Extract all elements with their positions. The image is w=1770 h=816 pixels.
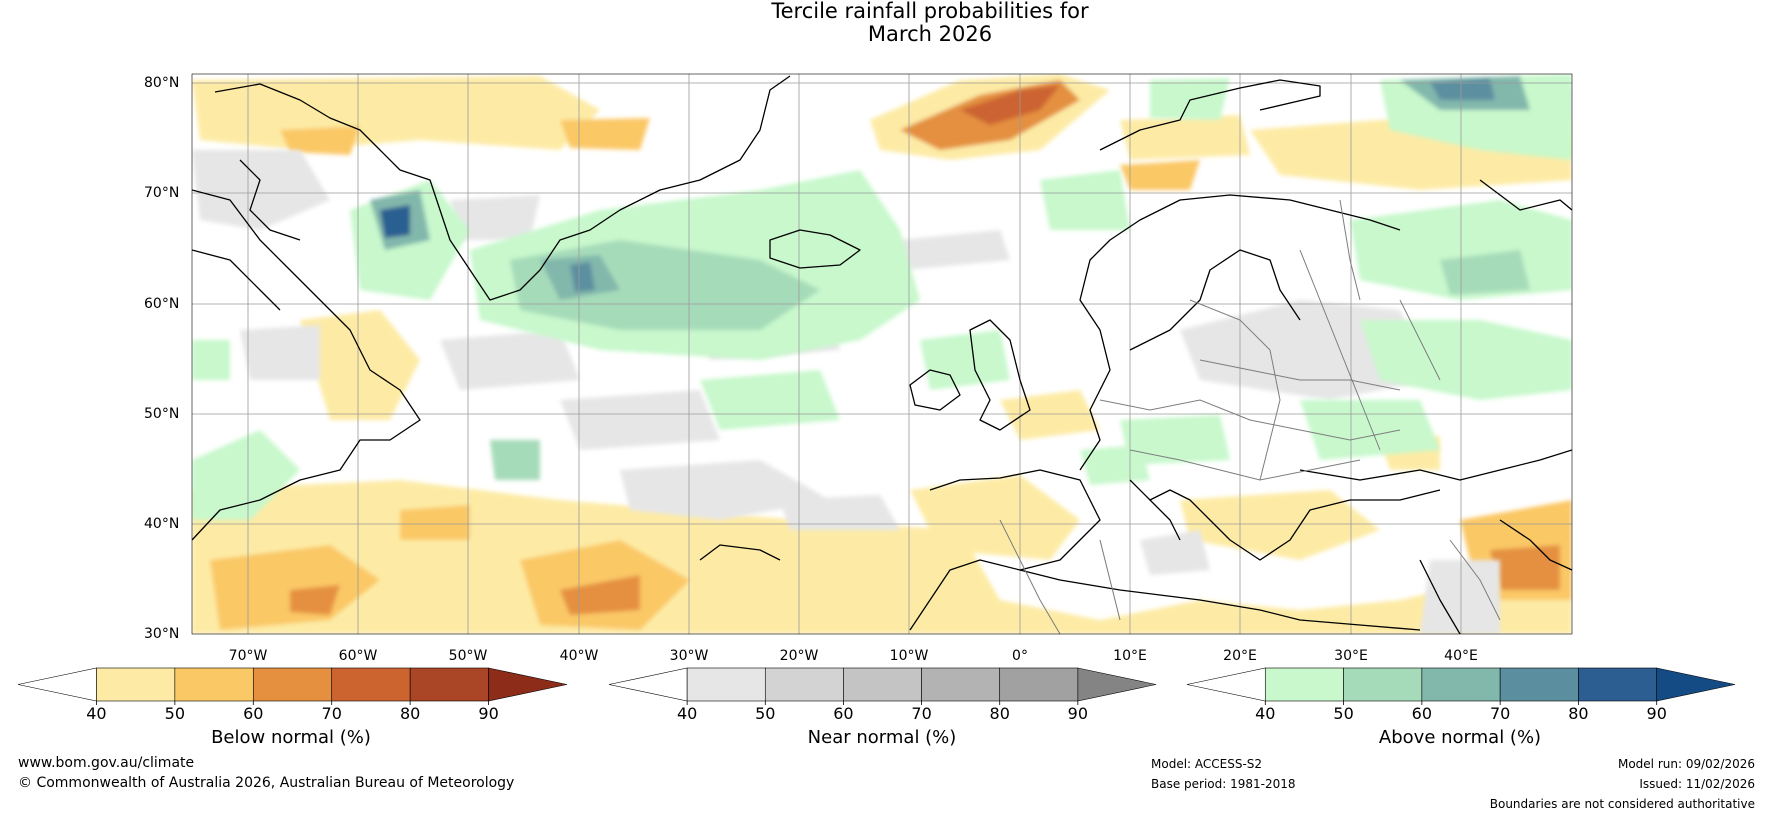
footer-model-run: Model run: 09/02/2026	[1617, 757, 1755, 771]
footer-model: Model: ACCESS-S2	[1151, 757, 1263, 771]
colorbar-near-swatch-5	[999, 667, 1079, 702]
colorbar-above-swatch-2	[1343, 667, 1423, 702]
footer-website: www.bom.gov.au/climate	[18, 755, 195, 771]
lon-label-60w: 60°W	[338, 648, 378, 664]
colorbar-label-above: Above normal (%)	[1378, 727, 1542, 748]
colorbar-near-swatch-0	[608, 667, 688, 702]
colorbar-above-tick-label-2: 60	[1412, 704, 1432, 723]
graticule	[192, 74, 1572, 634]
colorbar-below-tick-label-4: 80	[400, 704, 420, 723]
colorbar-label-near: Near normal (%)	[807, 727, 957, 748]
lon-label-20w: 20°W	[779, 648, 819, 664]
colorbar-near: 40 50 60 70 80 90	[608, 667, 1157, 723]
colorbar-near-swatch-3	[843, 667, 922, 702]
colorbar-above-swatch-4	[1499, 667, 1579, 702]
colorbar-near-tick-label-3: 70	[911, 704, 931, 723]
colorbar-label-below: Below normal (%)	[211, 727, 371, 748]
lon-label-10w: 10°W	[889, 648, 929, 664]
colorbar-below-swatch-3	[252, 667, 333, 702]
colorbar-above-swatch-6	[1656, 667, 1736, 702]
footer-base-period: Base period: 1981-2018	[1151, 777, 1296, 791]
lon-label-30w: 30°W	[669, 648, 709, 664]
lat-label-50n: 50°N	[144, 406, 180, 422]
lon-label-40w: 40°W	[559, 648, 599, 664]
colorbar-above-tick-label-1: 50	[1333, 704, 1353, 723]
colorbar-near-tick-label-0: 40	[677, 704, 697, 723]
borders	[999, 199, 1501, 634]
chart-title: Tercile rainfall probabilities for March…	[0, 0, 1770, 46]
colorbar-below-tick-label-1: 50	[165, 704, 185, 723]
lat-label-70n: 70°N	[144, 185, 180, 201]
footer-copyright: © Commonwealth of Australia 2026, Austra…	[18, 775, 515, 791]
colorbar-above-swatch-3	[1421, 667, 1501, 702]
colorbar-below-tick-label-3: 70	[322, 704, 342, 723]
colorbar-above-swatch-1	[1264, 667, 1344, 702]
lon-label-40e: 40°E	[1444, 648, 1478, 664]
lat-label-40n: 40°N	[144, 516, 180, 532]
colorbar-near-tick-label-1: 50	[755, 704, 775, 723]
lon-label-70w: 70°W	[228, 648, 268, 664]
colorbar-below: 40 50 60 70 80 90	[17, 667, 568, 723]
colorbar-near-tick-label-4: 80	[990, 704, 1010, 723]
colorbar-near-tick-label-2: 60	[833, 704, 853, 723]
colorbar-below-swatch-0	[17, 667, 97, 702]
colorbar-near-tick-label-5: 90	[1068, 704, 1088, 723]
colorbar-near-swatch-6	[1077, 667, 1157, 702]
colorbar-above-tick-label-0: 40	[1255, 704, 1275, 723]
above-normal-patches	[192, 74, 1572, 520]
map-frame	[191, 73, 1573, 635]
colorbar-above-swatch-5	[1578, 667, 1658, 702]
coastlines	[192, 75, 1572, 634]
colorbar-near-swatch-2	[764, 667, 844, 702]
colorbar-below-swatch-5	[409, 667, 489, 702]
colorbar-below-swatch-4	[331, 667, 411, 702]
colorbar-below-swatch-1	[96, 667, 176, 702]
colorbars: 40 50 60 70 80 90 40 50 60 70 80 90 40 50 60 70 80 90	[17, 667, 1736, 723]
lon-label-0: 0°	[1012, 648, 1028, 664]
title-line-1: Tercile rainfall probabilities for	[771, 0, 1089, 23]
lat-label-60n: 60°N	[144, 296, 180, 312]
footer-disclaimer: Boundaries are not considered authoritat…	[1489, 797, 1755, 811]
colorbar-near-swatch-1	[686, 667, 766, 702]
lon-label-30e: 30°E	[1334, 648, 1368, 664]
footer-issued: Issued: 11/02/2026	[1639, 777, 1755, 791]
colorbar-above: 40 50 60 70 80 90	[1186, 667, 1736, 723]
colorbar-above-swatch-0	[1186, 667, 1266, 702]
lon-label-10e: 10°E	[1113, 648, 1147, 664]
lon-label-50w: 50°W	[448, 648, 488, 664]
colorbar-below-tick-label-5: 90	[478, 704, 498, 723]
colorbar-below-swatch-6	[488, 667, 568, 702]
colorbar-above-tick-label-4: 80	[1568, 704, 1588, 723]
colorbar-below-tick-label-0: 40	[86, 704, 106, 723]
colorbar-above-tick-label-3: 70	[1490, 704, 1510, 723]
lon-label-20e: 20°E	[1223, 648, 1257, 664]
lat-label-80n: 80°N	[144, 75, 180, 91]
colorbar-below-tick-label-2: 60	[243, 704, 263, 723]
title-line-2: March 2026	[867, 22, 993, 46]
colorbar-near-swatch-4	[921, 667, 1001, 702]
colorbar-above-tick-label-5: 90	[1647, 704, 1667, 723]
lat-label-30n: 30°N	[144, 626, 180, 642]
map-area	[192, 74, 1572, 634]
colorbar-below-swatch-2	[174, 667, 254, 702]
